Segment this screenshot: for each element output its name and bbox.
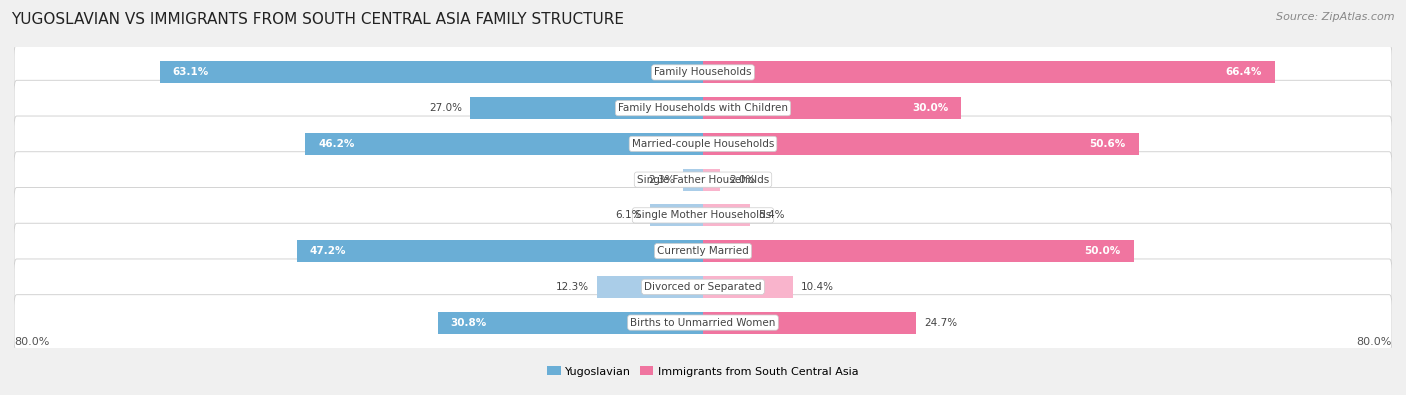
Text: 50.0%: 50.0% [1084, 246, 1121, 256]
Bar [160, 61, 703, 83]
Legend: Yugoslavian, Immigrants from South Central Asia: Yugoslavian, Immigrants from South Centr… [543, 362, 863, 381]
Text: Family Households: Family Households [654, 68, 752, 77]
Text: 30.8%: 30.8% [451, 318, 486, 327]
Text: 10.4%: 10.4% [801, 282, 834, 292]
Bar [297, 240, 703, 262]
Text: 24.7%: 24.7% [924, 318, 957, 327]
Bar [305, 133, 703, 155]
Bar [703, 276, 793, 298]
Text: 5.4%: 5.4% [758, 211, 785, 220]
Bar [703, 312, 915, 334]
Text: 50.6%: 50.6% [1090, 139, 1126, 149]
Text: Family Households with Children: Family Households with Children [619, 103, 787, 113]
Text: 2.0%: 2.0% [728, 175, 755, 184]
Bar [703, 61, 1275, 83]
Bar [703, 169, 720, 191]
Text: 80.0%: 80.0% [1357, 337, 1392, 347]
Text: YUGOSLAVIAN VS IMMIGRANTS FROM SOUTH CENTRAL ASIA FAMILY STRUCTURE: YUGOSLAVIAN VS IMMIGRANTS FROM SOUTH CEN… [11, 12, 624, 27]
FancyBboxPatch shape [14, 188, 1392, 243]
Text: Births to Unmarried Women: Births to Unmarried Women [630, 318, 776, 327]
Text: Divorced or Separated: Divorced or Separated [644, 282, 762, 292]
Bar [651, 204, 703, 226]
Bar [598, 276, 703, 298]
Text: 47.2%: 47.2% [309, 246, 346, 256]
Bar [703, 240, 1133, 262]
Bar [703, 133, 1139, 155]
FancyBboxPatch shape [14, 80, 1392, 136]
Text: 2.3%: 2.3% [648, 175, 675, 184]
Bar [471, 97, 703, 119]
Text: Single Father Households: Single Father Households [637, 175, 769, 184]
FancyBboxPatch shape [14, 223, 1392, 279]
Bar [683, 169, 703, 191]
FancyBboxPatch shape [14, 259, 1392, 315]
FancyBboxPatch shape [14, 116, 1392, 172]
Bar [703, 204, 749, 226]
Text: 66.4%: 66.4% [1226, 68, 1263, 77]
Text: Currently Married: Currently Married [657, 246, 749, 256]
Text: 27.0%: 27.0% [429, 103, 461, 113]
Text: Married-couple Households: Married-couple Households [631, 139, 775, 149]
Text: 6.1%: 6.1% [616, 211, 643, 220]
Text: 12.3%: 12.3% [555, 282, 589, 292]
Text: Single Mother Households: Single Mother Households [636, 211, 770, 220]
Bar [703, 97, 962, 119]
Bar [437, 312, 703, 334]
FancyBboxPatch shape [14, 45, 1392, 100]
Text: 63.1%: 63.1% [173, 68, 208, 77]
Text: 46.2%: 46.2% [318, 139, 354, 149]
Text: 80.0%: 80.0% [14, 337, 49, 347]
FancyBboxPatch shape [14, 295, 1392, 350]
Text: Source: ZipAtlas.com: Source: ZipAtlas.com [1277, 12, 1395, 22]
Text: 30.0%: 30.0% [912, 103, 949, 113]
FancyBboxPatch shape [14, 152, 1392, 207]
